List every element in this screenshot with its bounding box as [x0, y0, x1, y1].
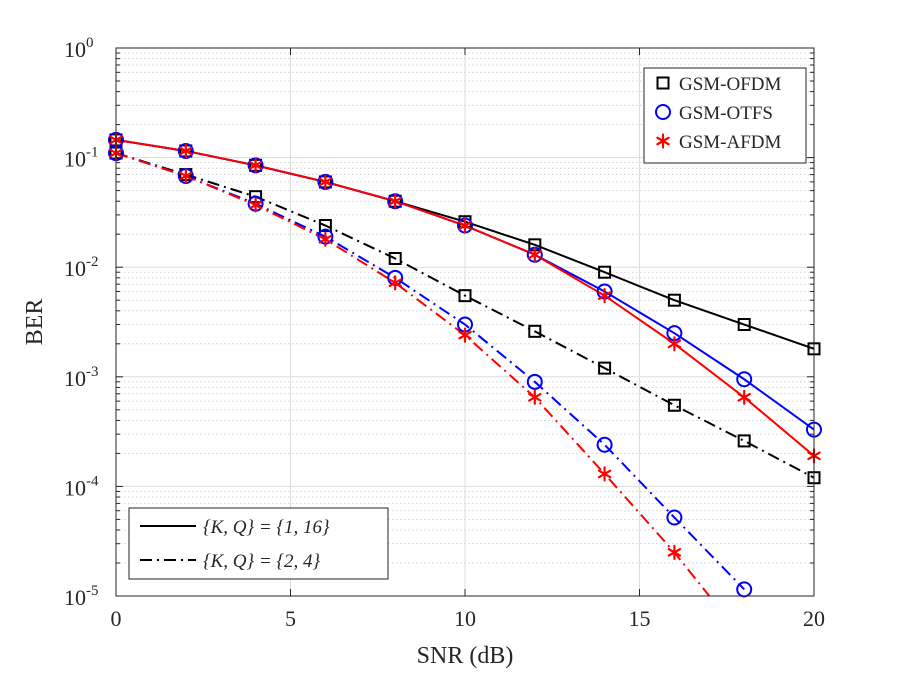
x-tick-label: 20	[803, 606, 825, 631]
y-tick-label: 10-1	[64, 145, 99, 172]
data-point-afdm-kq-1-16	[388, 193, 402, 209]
legend-marker-square	[656, 76, 670, 90]
data-point-otfs-kq-2-4	[526, 373, 543, 390]
y-tick-label: 10-4	[64, 473, 99, 500]
data-point-afdm-kq-2-4	[528, 389, 542, 405]
data-point-afdm-kq-1-16	[667, 336, 682, 352]
legend-label: {K, Q} = {1, 16}	[203, 517, 330, 538]
series-line-otfs-kq-2-4	[116, 152, 745, 591]
data-point-ofdm-kq-1-16	[737, 318, 751, 332]
data-point-afdm-kq-1-16	[179, 143, 193, 159]
axis-ticks: 0 5 10 15 20 100 10-1 10-2 10-3 10-4 10-5	[64, 35, 825, 631]
x-tick-label: 0	[111, 606, 122, 631]
data-point-ofdm-kq-1-16	[598, 265, 612, 279]
data-point-afdm-kq-1-16	[458, 217, 472, 234]
data-point-afdm-kq-1-16	[248, 157, 263, 173]
x-axis-title: SNR (dB)	[417, 643, 514, 669]
data-point-otfs-kq-1-16	[736, 371, 753, 388]
data-point-ofdm-kq-2-4	[528, 324, 542, 338]
data-point-afdm-kq-2-4	[318, 231, 333, 247]
data-point-ofdm-kq-2-4	[388, 252, 402, 266]
x-tick-label: 5	[285, 606, 296, 631]
marker-legend-box	[643, 67, 807, 164]
y-axis-title: BER	[22, 299, 48, 346]
y-tick-label: 10-5	[64, 583, 99, 610]
y-tick-label: 10-3	[64, 364, 99, 391]
legend-marker-asterisk	[656, 133, 670, 149]
legend-label: GSM-OFDM	[679, 74, 782, 95]
data-point-afdm-kq-2-4	[388, 275, 402, 291]
data-point-afdm-kq-1-16	[597, 288, 612, 304]
data-point-afdm-kq-1-16	[737, 389, 751, 405]
data-point-afdm-kq-2-4	[597, 466, 612, 482]
data-point-afdm-kq-2-4	[179, 168, 193, 184]
data-point-ofdm-kq-1-16	[667, 293, 681, 307]
data-point-afdm-kq-1-16	[528, 247, 542, 263]
data-point-ofdm-kq-2-4	[667, 398, 681, 412]
legend-label: GSM-AFDM	[679, 132, 782, 153]
style-legend: {K, Q} = {1, 16} {K, Q} = {2, 4}	[128, 507, 389, 580]
y-tick-label: 10-2	[64, 254, 99, 281]
data-point-otfs-kq-2-4	[596, 436, 613, 453]
legend-label: {K, Q} = {2, 4}	[203, 551, 321, 572]
legend-label: GSM-OTFS	[679, 103, 773, 124]
x-tick-label: 15	[629, 606, 651, 631]
y-tick-label: 100	[64, 35, 94, 62]
data-point-ofdm-kq-2-4	[598, 361, 612, 375]
data-point-ofdm-kq-2-4	[458, 289, 472, 303]
x-tick-label: 10	[454, 606, 476, 631]
data-point-otfs-kq-2-4	[666, 509, 683, 526]
data-point-afdm-kq-2-4	[667, 544, 682, 560]
legend-marker-circle	[655, 104, 671, 120]
data-point-afdm-kq-2-4	[248, 197, 263, 213]
series-line-ofdm-kq-2-4	[116, 152, 814, 479]
style-legend-box	[128, 507, 389, 580]
data-point-ofdm-kq-2-4	[318, 219, 332, 233]
marker-legend: GSM-OFDM GSM-OTFS GSM-AFDM	[643, 67, 807, 164]
data-point-ofdm-kq-2-4	[737, 434, 751, 448]
data-point-afdm-kq-2-4	[458, 327, 472, 343]
data-point-afdm-kq-1-16	[318, 174, 333, 190]
